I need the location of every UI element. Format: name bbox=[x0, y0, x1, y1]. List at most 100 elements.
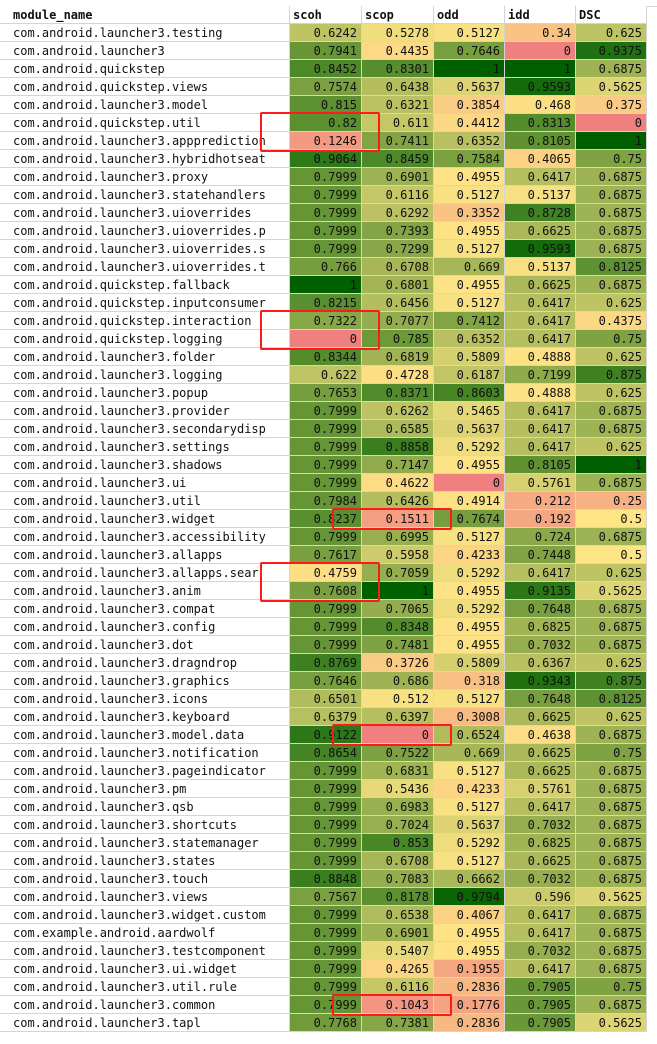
idd-cell[interactable]: 0.724 bbox=[505, 528, 576, 546]
odd-cell[interactable]: 0.4955 bbox=[434, 924, 505, 942]
idd-cell[interactable]: 0.4888 bbox=[505, 384, 576, 402]
module-name-cell[interactable]: com.android.launcher3.util bbox=[0, 492, 290, 510]
dsc-cell[interactable]: 0.625 bbox=[576, 438, 647, 456]
module-name-cell[interactable]: com.android.launcher3.anim bbox=[0, 582, 290, 600]
scoh-cell[interactable]: 0.7999 bbox=[290, 780, 362, 798]
header-module-name[interactable]: module_name bbox=[0, 6, 290, 24]
header-scop[interactable]: scop bbox=[362, 6, 434, 24]
dsc-cell[interactable]: 0.6875 bbox=[576, 780, 647, 798]
odd-cell[interactable]: 0.5127 bbox=[434, 240, 505, 258]
header-odd[interactable]: odd bbox=[434, 6, 505, 24]
module-name-cell[interactable]: com.android.launcher3.model.data bbox=[0, 726, 290, 744]
scoh-cell[interactable]: 0.7999 bbox=[290, 420, 362, 438]
idd-cell[interactable]: 0.6417 bbox=[505, 564, 576, 582]
dsc-cell[interactable]: 0.75 bbox=[576, 744, 647, 762]
idd-cell[interactable]: 0.7648 bbox=[505, 600, 576, 618]
module-name-cell[interactable]: com.android.quickstep bbox=[0, 60, 290, 78]
scop-cell[interactable]: 0.7083 bbox=[362, 870, 434, 888]
scop-cell[interactable]: 0.512 bbox=[362, 690, 434, 708]
scop-cell[interactable]: 0.6116 bbox=[362, 186, 434, 204]
scoh-cell[interactable]: 0.7999 bbox=[290, 528, 362, 546]
scoh-cell[interactable]: 0.7574 bbox=[290, 78, 362, 96]
dsc-cell[interactable]: 0 bbox=[576, 114, 647, 132]
scoh-cell[interactable]: 0.7999 bbox=[290, 960, 362, 978]
dsc-cell[interactable]: 0.6875 bbox=[576, 942, 647, 960]
dsc-cell[interactable]: 0.25 bbox=[576, 492, 647, 510]
dsc-cell[interactable]: 0.6875 bbox=[576, 996, 647, 1014]
odd-cell[interactable]: 0.5292 bbox=[434, 600, 505, 618]
scoh-cell[interactable]: 1 bbox=[290, 276, 362, 294]
odd-cell[interactable]: 0.5127 bbox=[434, 798, 505, 816]
odd-cell[interactable]: 0.5809 bbox=[434, 348, 505, 366]
scop-cell[interactable]: 0.1511 bbox=[362, 510, 434, 528]
scop-cell[interactable]: 0.7381 bbox=[362, 1014, 434, 1032]
odd-cell[interactable]: 0.5809 bbox=[434, 654, 505, 672]
scoh-cell[interactable]: 0.7567 bbox=[290, 888, 362, 906]
scop-cell[interactable]: 0.3726 bbox=[362, 654, 434, 672]
scoh-cell[interactable]: 0 bbox=[290, 330, 362, 348]
dsc-cell[interactable]: 0.6875 bbox=[576, 618, 647, 636]
scoh-cell[interactable]: 0.7999 bbox=[290, 762, 362, 780]
idd-cell[interactable]: 0.4888 bbox=[505, 348, 576, 366]
dsc-cell[interactable]: 0.6875 bbox=[576, 906, 647, 924]
scoh-cell[interactable]: 0.8344 bbox=[290, 348, 362, 366]
module-name-cell[interactable]: com.android.quickstep.util bbox=[0, 114, 290, 132]
idd-cell[interactable]: 0.6417 bbox=[505, 294, 576, 312]
dsc-cell[interactable]: 0.6875 bbox=[576, 222, 647, 240]
scop-cell[interactable]: 0.7393 bbox=[362, 222, 434, 240]
odd-cell[interactable]: 0.3008 bbox=[434, 708, 505, 726]
scop-cell[interactable]: 0.7299 bbox=[362, 240, 434, 258]
idd-cell[interactable]: 0.7905 bbox=[505, 996, 576, 1014]
dsc-cell[interactable]: 0.5625 bbox=[576, 78, 647, 96]
idd-cell[interactable]: 0.6417 bbox=[505, 798, 576, 816]
idd-cell[interactable]: 0.5761 bbox=[505, 474, 576, 492]
scop-cell[interactable]: 0.6292 bbox=[362, 204, 434, 222]
idd-cell[interactable]: 0.6367 bbox=[505, 654, 576, 672]
dsc-cell[interactable]: 0.6875 bbox=[576, 276, 647, 294]
scop-cell[interactable]: 0.6426 bbox=[362, 492, 434, 510]
odd-cell[interactable]: 0.5127 bbox=[434, 528, 505, 546]
module-name-cell[interactable]: com.android.launcher3.states bbox=[0, 852, 290, 870]
scoh-cell[interactable]: 0.622 bbox=[290, 366, 362, 384]
dsc-cell[interactable]: 0.625 bbox=[576, 384, 647, 402]
odd-cell[interactable]: 0.5127 bbox=[434, 762, 505, 780]
odd-cell[interactable]: 0.4955 bbox=[434, 942, 505, 960]
module-name-cell[interactable]: com.android.launcher3.views bbox=[0, 888, 290, 906]
odd-cell[interactable]: 0.4914 bbox=[434, 492, 505, 510]
scoh-cell[interactable]: 0.7653 bbox=[290, 384, 362, 402]
odd-cell[interactable]: 0.4955 bbox=[434, 636, 505, 654]
idd-cell[interactable]: 1 bbox=[505, 60, 576, 78]
odd-cell[interactable]: 0.1955 bbox=[434, 960, 505, 978]
odd-cell[interactable]: 0.8603 bbox=[434, 384, 505, 402]
idd-cell[interactable]: 0.6625 bbox=[505, 222, 576, 240]
scoh-cell[interactable]: 0.7999 bbox=[290, 438, 362, 456]
dsc-cell[interactable]: 0.875 bbox=[576, 366, 647, 384]
dsc-cell[interactable]: 0.6875 bbox=[576, 420, 647, 438]
idd-cell[interactable]: 0.6625 bbox=[505, 762, 576, 780]
scop-cell[interactable]: 0.6708 bbox=[362, 852, 434, 870]
odd-cell[interactable]: 0.2836 bbox=[434, 978, 505, 996]
module-name-cell[interactable]: com.android.launcher3.provider bbox=[0, 402, 290, 420]
idd-cell[interactable]: 0.7648 bbox=[505, 690, 576, 708]
dsc-cell[interactable]: 0.875 bbox=[576, 672, 647, 690]
odd-cell[interactable]: 0.4955 bbox=[434, 618, 505, 636]
idd-cell[interactable]: 0.6417 bbox=[505, 924, 576, 942]
idd-cell[interactable]: 0.8313 bbox=[505, 114, 576, 132]
scoh-cell[interactable]: 0.8215 bbox=[290, 294, 362, 312]
scop-cell[interactable]: 0.4622 bbox=[362, 474, 434, 492]
header-idd[interactable]: idd bbox=[505, 6, 576, 24]
idd-cell[interactable]: 0.6417 bbox=[505, 330, 576, 348]
odd-cell[interactable]: 0.6662 bbox=[434, 870, 505, 888]
idd-cell[interactable]: 0.596 bbox=[505, 888, 576, 906]
dsc-cell[interactable]: 0.625 bbox=[576, 654, 647, 672]
scop-cell[interactable]: 0.6819 bbox=[362, 348, 434, 366]
idd-cell[interactable]: 0.4065 bbox=[505, 150, 576, 168]
module-name-cell[interactable]: com.android.launcher3.statemanager bbox=[0, 834, 290, 852]
scoh-cell[interactable]: 0.7999 bbox=[290, 834, 362, 852]
scoh-cell[interactable]: 0.8237 bbox=[290, 510, 362, 528]
scop-cell[interactable]: 0.853 bbox=[362, 834, 434, 852]
scop-cell[interactable]: 0.8178 bbox=[362, 888, 434, 906]
idd-cell[interactable]: 0.6417 bbox=[505, 420, 576, 438]
module-name-cell[interactable]: com.android.quickstep.views bbox=[0, 78, 290, 96]
odd-cell[interactable]: 0.5637 bbox=[434, 78, 505, 96]
